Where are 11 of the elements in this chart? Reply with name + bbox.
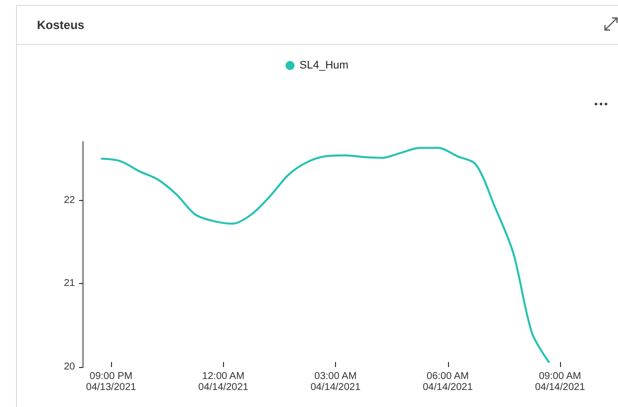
y-tick-label: 20: [64, 362, 76, 372]
y-tick-label: 21: [64, 278, 76, 290]
legend-label: SL4_Hum: [300, 60, 348, 72]
x-tick-label: 12:00 AM 04/14/2021: [198, 371, 249, 393]
x-tick-label: 09:00 AM 04/14/2021: [534, 371, 586, 393]
x-tick-label: 09:00 PM 04/13/2021: [86, 371, 137, 393]
line-series: [100, 146, 550, 363]
x-tick-label: 06:00 AM 04/14/2021: [422, 371, 474, 393]
y-tick-label: 22: [64, 194, 76, 206]
chart-title: Kosteus: [37, 18, 84, 32]
x-tick-label: 03:00 AM 04/14/2021: [310, 371, 361, 393]
